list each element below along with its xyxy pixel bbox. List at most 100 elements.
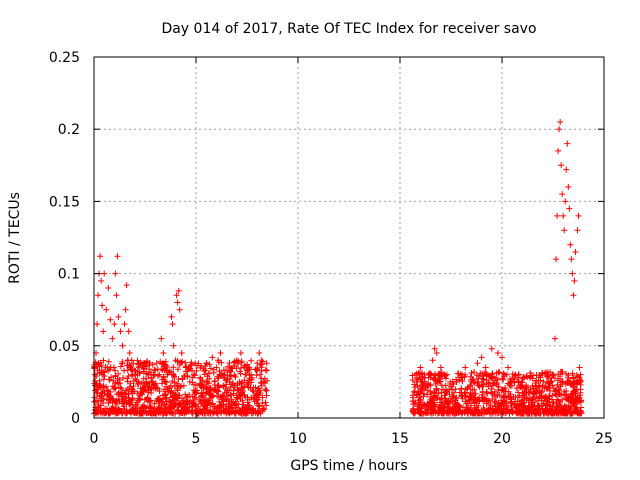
data-point xyxy=(105,358,112,365)
data-point xyxy=(422,408,429,415)
data-point xyxy=(176,410,183,417)
data-point xyxy=(467,390,474,397)
data-point xyxy=(550,371,556,378)
data-point xyxy=(98,395,105,402)
data-point xyxy=(227,368,234,375)
data-point xyxy=(126,350,133,357)
data-point xyxy=(201,401,208,408)
data-point xyxy=(474,380,481,387)
data-point xyxy=(519,390,526,397)
data-point xyxy=(574,227,581,234)
data-point xyxy=(161,391,168,398)
data-point xyxy=(456,408,463,415)
data-point xyxy=(563,166,570,173)
data-point xyxy=(466,398,473,405)
data-point xyxy=(561,391,568,398)
data-point xyxy=(97,408,104,415)
data-point xyxy=(223,381,230,388)
data-point xyxy=(239,397,246,404)
data-point xyxy=(521,374,528,381)
data-point xyxy=(256,403,263,410)
data-point xyxy=(535,402,542,409)
data-point xyxy=(101,270,108,277)
data-point xyxy=(163,410,170,417)
data-point xyxy=(452,386,459,393)
data-point xyxy=(115,409,122,416)
y-tick-label: 0.15 xyxy=(49,194,80,210)
data-point xyxy=(500,397,507,404)
data-point xyxy=(218,372,225,379)
data-point xyxy=(233,357,240,364)
data-point xyxy=(128,357,135,364)
data-point xyxy=(218,410,225,417)
data-point xyxy=(262,366,269,373)
data-point xyxy=(559,191,566,198)
data-point xyxy=(188,408,195,415)
data-point xyxy=(520,374,527,381)
data-point xyxy=(158,405,165,412)
data-point xyxy=(573,386,580,393)
data-point xyxy=(577,389,584,396)
data-point xyxy=(513,385,520,392)
data-point xyxy=(123,410,130,417)
data-point xyxy=(492,398,499,405)
data-point xyxy=(126,361,133,368)
data-point xyxy=(192,406,199,413)
data-point xyxy=(465,397,472,404)
data-point xyxy=(573,409,580,416)
data-point xyxy=(118,385,125,392)
data-point xyxy=(117,363,124,370)
data-point xyxy=(238,358,245,365)
data-point xyxy=(253,372,260,379)
data-point xyxy=(556,390,563,397)
data-point xyxy=(241,392,248,399)
data-point xyxy=(263,387,270,394)
data-point xyxy=(107,410,114,417)
data-point xyxy=(519,410,526,417)
data-point xyxy=(549,398,556,405)
data-point xyxy=(97,384,104,391)
data-point xyxy=(130,360,137,367)
data-point xyxy=(229,405,236,412)
data-point xyxy=(234,386,241,393)
data-point xyxy=(128,397,135,404)
data-point xyxy=(449,399,456,406)
data-point xyxy=(106,392,113,399)
data-point xyxy=(204,379,211,386)
data-point xyxy=(139,379,146,386)
data-point xyxy=(98,277,105,284)
data-point xyxy=(529,390,536,397)
data-point xyxy=(488,345,495,352)
data-point xyxy=(182,401,189,408)
data-point xyxy=(113,292,120,299)
data-point xyxy=(431,345,438,352)
data-point xyxy=(500,370,507,377)
data-point xyxy=(241,384,248,391)
data-point xyxy=(105,285,112,292)
data-point xyxy=(246,396,253,403)
data-point xyxy=(142,404,149,411)
data-point xyxy=(202,390,209,397)
data-point xyxy=(97,253,104,260)
data-point xyxy=(569,393,576,400)
data-point xyxy=(107,316,114,323)
data-point xyxy=(471,386,478,393)
data-point xyxy=(462,364,469,371)
data-point xyxy=(466,406,473,413)
data-point xyxy=(166,368,173,375)
data-point xyxy=(416,370,423,377)
data-point xyxy=(161,404,168,411)
data-point xyxy=(170,342,177,349)
data-point xyxy=(484,390,491,397)
data-point xyxy=(214,404,221,411)
data-point xyxy=(513,408,520,415)
data-point xyxy=(173,292,180,299)
data-point xyxy=(120,374,127,381)
data-point xyxy=(519,383,526,390)
data-point xyxy=(494,350,501,357)
data-point xyxy=(256,350,263,357)
data-point xyxy=(205,370,212,377)
data-point xyxy=(136,364,143,371)
data-point xyxy=(97,390,104,397)
data-point xyxy=(474,406,481,413)
